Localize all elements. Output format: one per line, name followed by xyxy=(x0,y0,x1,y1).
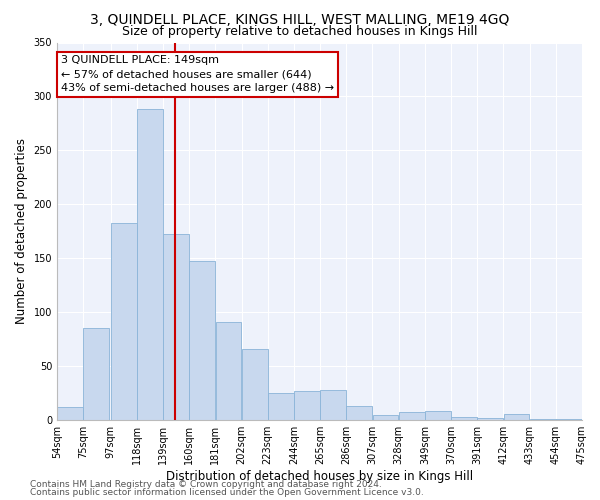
Bar xyxy=(57,407,83,420)
Bar xyxy=(294,391,320,420)
Bar xyxy=(320,390,346,420)
Bar xyxy=(556,419,582,420)
Bar xyxy=(530,419,556,420)
Bar xyxy=(503,414,529,420)
Text: 3 QUINDELL PLACE: 149sqm
← 57% of detached houses are smaller (644)
43% of semi-: 3 QUINDELL PLACE: 149sqm ← 57% of detach… xyxy=(61,56,334,94)
Text: 3, QUINDELL PLACE, KINGS HILL, WEST MALLING, ME19 4GQ: 3, QUINDELL PLACE, KINGS HILL, WEST MALL… xyxy=(91,12,509,26)
Bar xyxy=(190,262,215,420)
Text: Size of property relative to detached houses in Kings Hill: Size of property relative to detached ho… xyxy=(122,25,478,38)
Bar xyxy=(399,412,425,420)
Bar xyxy=(242,349,268,420)
Bar xyxy=(346,406,373,420)
Bar xyxy=(163,234,189,420)
Bar xyxy=(268,393,294,420)
X-axis label: Distribution of detached houses by size in Kings Hill: Distribution of detached houses by size … xyxy=(166,470,473,483)
Y-axis label: Number of detached properties: Number of detached properties xyxy=(15,138,28,324)
Bar xyxy=(478,418,503,420)
Bar xyxy=(373,414,398,420)
Text: Contains public sector information licensed under the Open Government Licence v3: Contains public sector information licen… xyxy=(30,488,424,497)
Bar xyxy=(137,110,163,420)
Bar xyxy=(451,417,477,420)
Bar xyxy=(111,222,137,420)
Bar xyxy=(215,322,241,420)
Bar xyxy=(425,412,451,420)
Text: Contains HM Land Registry data © Crown copyright and database right 2024.: Contains HM Land Registry data © Crown c… xyxy=(30,480,382,489)
Bar xyxy=(83,328,109,420)
